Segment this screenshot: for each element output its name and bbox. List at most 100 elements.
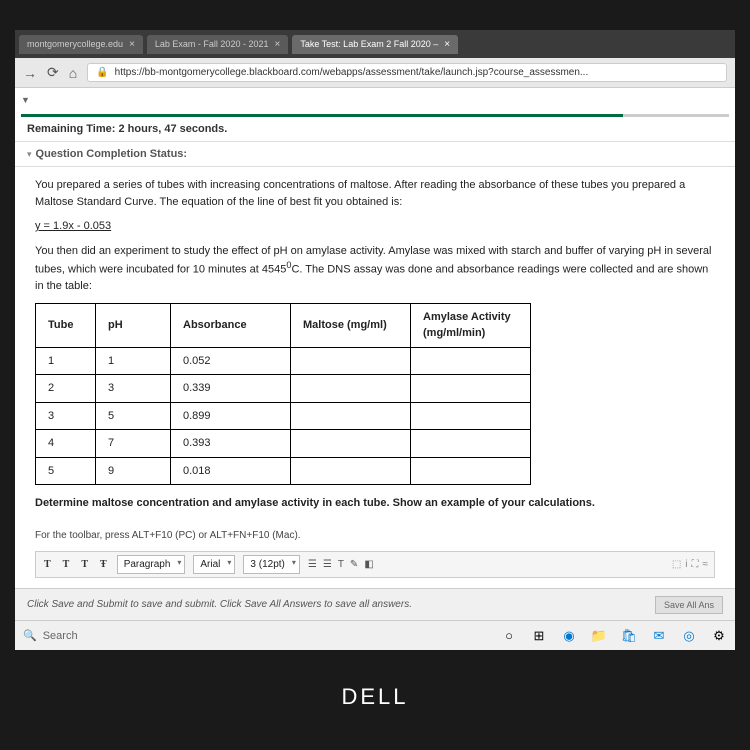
question-p2: You then did an experiment to study the … [35,243,715,295]
table-cell [411,430,531,458]
dell-logo: DELL [341,684,408,710]
expand-icon[interactable]: ⬚ [672,557,681,572]
lock-icon: 🔒 [96,67,108,78]
windows-taskbar: 🔍 Search ○ ⊞ ◉ 📁 🛍 ✉ ◎ ⚙ [15,620,735,650]
back-icon[interactable]: → [23,65,37,81]
table-cell [411,402,531,430]
table-cell: 1 [96,347,171,375]
table-header: pH [96,303,171,347]
format-t-icon[interactable]: T [61,557,72,572]
table-row: 470.393 [36,430,531,458]
mail-icon[interactable]: ✉ [651,628,667,644]
close-icon[interactable]: × [274,39,280,50]
table-row: 230.339 [36,375,531,403]
table-cell [411,347,531,375]
pen-icon[interactable]: ✎ [350,557,358,572]
eraser-icon[interactable]: ◧ [364,557,373,572]
tab-label: Take Test: Lab Exam 2 Fall 2020 – [300,39,438,49]
equation: y = 1.9x - 0.053 [35,220,111,232]
explorer-icon[interactable]: 📁 [591,628,607,644]
timer-label: Remaining Time: [27,123,115,135]
paragraph-dropdown[interactable]: Paragraph [117,555,186,574]
table-cell: 0.052 [171,347,291,375]
save-all-button[interactable]: Save All Ans [655,596,723,614]
question-prompt: Determine maltose concentration and amyl… [35,495,715,512]
page-content: ▼ Remaining Time: 2 hours, 47 seconds. ▾… [15,88,735,588]
question-body: You prepared a series of tubes with incr… [15,167,735,588]
table-cell [411,375,531,403]
table-cell [291,402,411,430]
search-icon: 🔍 [23,629,37,642]
url-text: https://bb-montgomerycollege.blackboard.… [115,67,589,78]
browser-tab[interactable]: montgomerycollege.edu × [19,35,143,54]
timer-value: 2 hours, 47 seconds. [119,123,228,135]
table-cell [291,430,411,458]
table-row: 590.018 [36,457,531,485]
collapse-icon[interactable]: ≈ [703,557,709,572]
table-cell: 5 [96,402,171,430]
status-label: Question Completion Status: [36,148,188,160]
refresh-icon[interactable]: ⟳ [47,64,59,81]
info-icon[interactable]: i [685,557,687,572]
format-t-icon[interactable]: T [79,557,90,572]
table-cell: 2 [36,375,96,403]
address-bar: → ⟳ ⌂ 🔒 https://bb-montgomerycollege.bla… [15,58,735,88]
dropdown-icon[interactable]: ▼ [21,95,30,105]
format-t-icon[interactable]: T [42,557,53,572]
browser-tab-active[interactable]: Take Test: Lab Exam 2 Fall 2020 – × [292,35,458,54]
font-dropdown[interactable]: Arial [193,555,235,574]
timer-bar: Remaining Time: 2 hours, 47 seconds. [15,117,735,142]
home-icon[interactable]: ⌂ [69,65,77,81]
table-cell: 0.899 [171,402,291,430]
table-cell: 0.393 [171,430,291,458]
table-header: Amylase Activity (mg/ml/min) [411,303,531,347]
fullscreen-icon[interactable]: ⛶ [692,557,699,572]
text-icon[interactable]: T [338,557,344,572]
close-icon[interactable]: × [444,39,450,50]
table-header: Maltose (mg/ml) [291,303,411,347]
edge-icon[interactable]: ◉ [561,628,577,644]
table-cell: 1 [36,347,96,375]
save-instructions: Click Save and Submit to save and submit… [27,599,412,610]
editor-toolbar: T T T Ŧ Paragraph Arial 3 (12pt) ☰ ☰ T ✎… [35,551,715,578]
table-row: 350.899 [36,402,531,430]
table-cell: 0.018 [171,457,291,485]
browser-tab[interactable]: Lab Exam - Fall 2020 - 2021 × [147,35,288,54]
data-table: Tube pH Absorbance Maltose (mg/ml) Amyla… [35,303,531,486]
store-icon[interactable]: 🛍 [621,628,637,644]
table-header-row: Tube pH Absorbance Maltose (mg/ml) Amyla… [36,303,531,347]
toolbar-hint: For the toolbar, press ALT+F10 (PC) or A… [35,528,715,543]
completion-status: ▾ Question Completion Status: [15,142,735,167]
question-p1: You prepared a series of tubes with incr… [35,177,715,210]
table-cell: 4 [36,430,96,458]
settings-icon[interactable]: ⚙ [711,628,727,644]
table-cell [411,457,531,485]
table-header: Absorbance [171,303,291,347]
tab-label: Lab Exam - Fall 2020 - 2021 [155,39,269,49]
table-row: 110.052 [36,347,531,375]
close-icon[interactable]: × [129,39,135,50]
taskbar-search[interactable]: 🔍 Search [23,629,489,642]
table-cell: 5 [36,457,96,485]
table-cell: 0.339 [171,375,291,403]
table-cell: 3 [36,402,96,430]
table-cell: 7 [96,430,171,458]
table-cell [291,375,411,403]
tab-label: montgomerycollege.edu [27,39,123,49]
url-input[interactable]: 🔒 https://bb-montgomerycollege.blackboar… [87,63,727,82]
cortana-icon[interactable]: ○ [501,628,517,644]
list-icon[interactable]: ☰ [308,557,317,572]
table-cell [291,347,411,375]
table-cell: 3 [96,375,171,403]
save-bar: Click Save and Submit to save and submit… [15,588,735,620]
list-icon[interactable]: ☰ [323,557,332,572]
browser-tab-bar: montgomerycollege.edu × Lab Exam - Fall … [15,30,735,58]
chevron-down-icon[interactable]: ▾ [27,149,32,160]
table-cell: 9 [96,457,171,485]
size-dropdown[interactable]: 3 (12pt) [243,555,299,574]
app-icon[interactable]: ◎ [681,628,697,644]
task-view-icon[interactable]: ⊞ [531,628,547,644]
format-t-icon[interactable]: Ŧ [98,557,109,572]
search-placeholder: Search [43,630,78,642]
table-header: Tube [36,303,96,347]
